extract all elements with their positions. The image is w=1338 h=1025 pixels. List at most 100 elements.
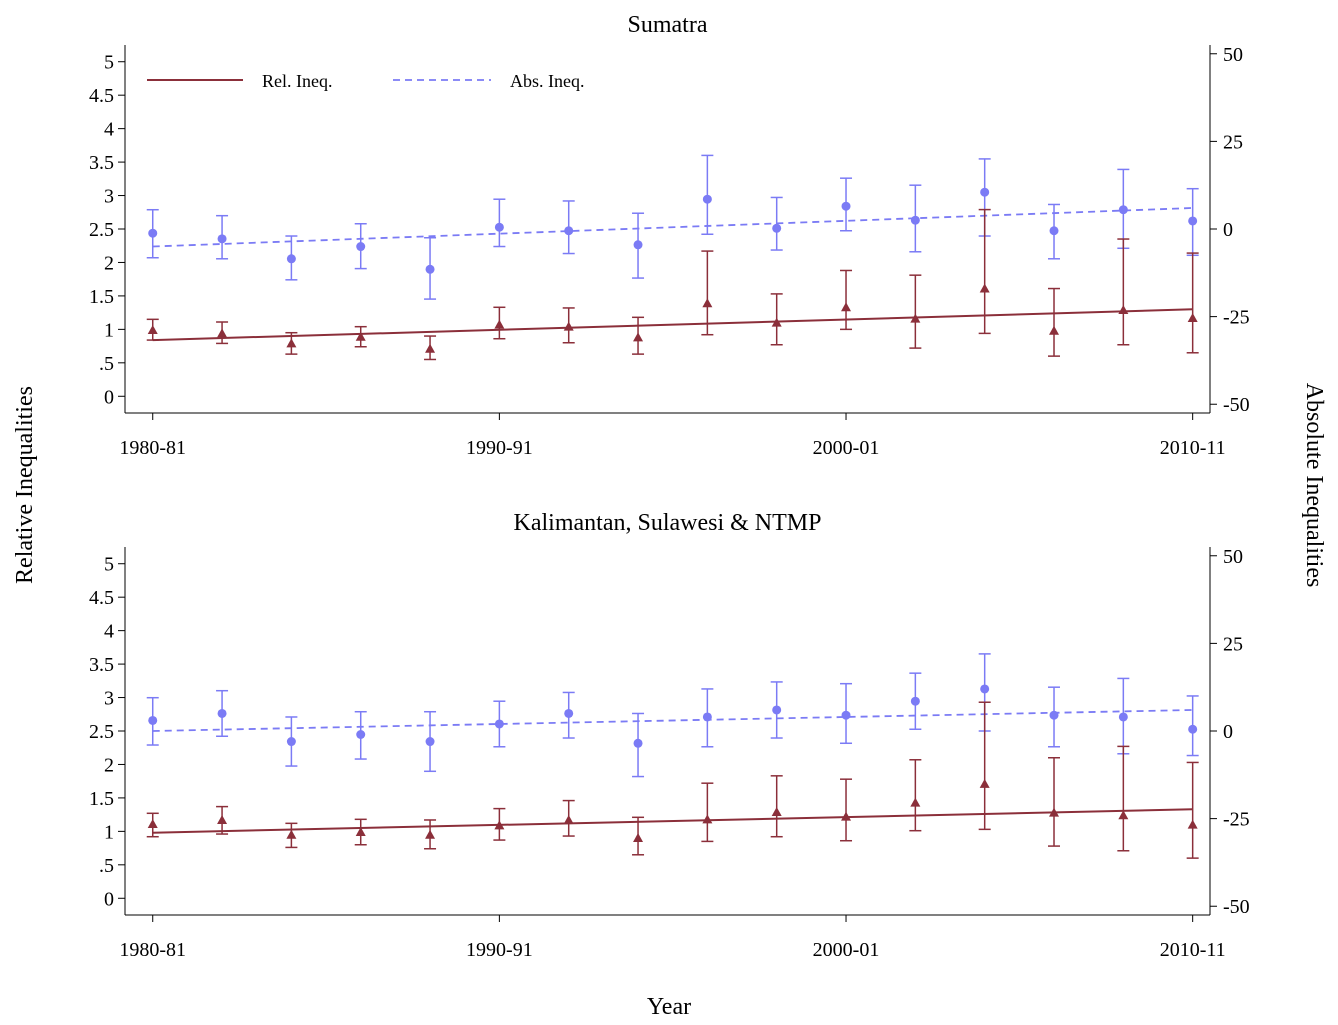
- y-right-tick-label: -25: [1223, 809, 1250, 831]
- y-left-tick-label: 1.5: [89, 788, 114, 810]
- abs-point: [842, 711, 851, 720]
- abs-point: [634, 739, 643, 748]
- abs-point: [148, 229, 157, 238]
- abs-point: [218, 709, 227, 718]
- rel-point: [494, 320, 504, 329]
- y-left-tick-label: 4.5: [89, 587, 114, 609]
- y-right-tick-label: 25: [1223, 131, 1243, 153]
- rel-point: [286, 338, 296, 347]
- rel-point: [148, 325, 158, 334]
- y-left-tick-label: .5: [99, 855, 114, 877]
- y-right-tick-label: -50: [1223, 896, 1250, 918]
- abs-point: [495, 223, 504, 232]
- x-tick-label: 1980-81: [119, 939, 186, 961]
- y-left-tick-label: 2.5: [89, 721, 114, 743]
- abs-point: [1050, 226, 1059, 235]
- y-left-tick-label: 0: [104, 888, 114, 910]
- abs-point: [426, 265, 435, 274]
- y-right-tick-label: 0: [1223, 721, 1233, 743]
- abs-point: [911, 216, 920, 225]
- abs-point: [148, 716, 157, 725]
- x-tick-label: 1980-81: [119, 437, 186, 459]
- abs-point: [703, 195, 712, 204]
- panel-1: Sumatra 0 .5 1 1.5 2 2.5 3 3.5 4 4.5 5 -50 -25 0 25 50 19…: [89, 12, 1250, 459]
- abs-point: [772, 224, 781, 233]
- x-axis-title: Year: [647, 994, 691, 1020]
- y-right-tick-label: 25: [1223, 633, 1243, 655]
- rel-point: [217, 815, 227, 824]
- x-tick-label: 1990-91: [466, 939, 533, 961]
- rel-point: [910, 798, 920, 807]
- legend-abs-label: Abs. Ineq.: [510, 71, 585, 91]
- abs-point: [426, 737, 435, 746]
- y-left-tick-label: 4: [104, 621, 114, 643]
- y-right-tick-label: 50: [1223, 44, 1243, 66]
- abs-point: [218, 234, 227, 243]
- abs-point: [842, 202, 851, 211]
- rel-point: [980, 779, 990, 788]
- y-axis-title-right: Absolute Inequalities: [1301, 383, 1327, 588]
- rel-point: [425, 344, 435, 353]
- abs-point: [980, 188, 989, 197]
- abs-point: [356, 730, 365, 739]
- abs-point: [287, 737, 296, 746]
- abs-point: [980, 684, 989, 693]
- rel-point: [217, 328, 227, 337]
- abs-point: [1119, 712, 1128, 721]
- x-tick-label: 1990-91: [466, 437, 533, 459]
- rel-point: [1049, 326, 1059, 335]
- y-left-tick-label: 1.5: [89, 286, 114, 308]
- abs-point: [1188, 725, 1197, 734]
- rel-point: [148, 819, 158, 828]
- panel-title: Sumatra: [628, 12, 708, 38]
- rel-point: [633, 332, 643, 341]
- y-left-tick-label: 2: [104, 252, 114, 274]
- rel-point: [980, 284, 990, 293]
- y-left-tick-label: .5: [99, 353, 114, 375]
- abs-point: [772, 705, 781, 714]
- y-left-tick-label: 3: [104, 186, 114, 208]
- abs-point: [634, 240, 643, 249]
- abs-point: [1188, 216, 1197, 225]
- abs-point: [287, 254, 296, 263]
- rel-point: [702, 298, 712, 307]
- y-right-tick-label: -50: [1223, 394, 1250, 416]
- rel-point: [702, 814, 712, 823]
- x-tick-label: 2000-01: [813, 437, 880, 459]
- y-right-tick-label: 0: [1223, 219, 1233, 241]
- y-right-tick-label: 50: [1223, 546, 1243, 568]
- y-left-tick-label: 3.5: [89, 152, 114, 174]
- y-left-tick-label: 1: [104, 319, 114, 341]
- abs-trend-line: [153, 710, 1193, 731]
- y-right-tick-label: -25: [1223, 307, 1250, 329]
- rel-point: [564, 322, 574, 331]
- panel-2: Kalimantan, Sulawesi & NTMP 0 .5 1 1.5 2 2.5 3 3…: [89, 510, 1250, 961]
- y-left-tick-label: 5: [104, 554, 114, 576]
- y-axis-title-left: Relative Inequalities: [12, 386, 38, 584]
- legend: Rel. Ineq. Abs. Ineq.: [147, 71, 585, 91]
- rel-point: [772, 807, 782, 816]
- rel-trend-line: [153, 309, 1193, 340]
- y-left-tick-label: 4.5: [89, 85, 114, 107]
- rel-point: [286, 830, 296, 839]
- rel-point: [1188, 313, 1198, 322]
- abs-point: [564, 709, 573, 718]
- abs-trend-line: [153, 208, 1193, 247]
- y-left-tick-label: 2.5: [89, 219, 114, 241]
- y-left-tick-label: 5: [104, 52, 114, 74]
- rel-point: [841, 302, 851, 311]
- y-left-tick-label: 1: [104, 821, 114, 843]
- y-left-tick-label: 2: [104, 754, 114, 776]
- rel-trend-line: [153, 809, 1193, 832]
- rel-point: [425, 830, 435, 839]
- abs-point: [356, 242, 365, 251]
- y-left-tick-label: 3.5: [89, 654, 114, 676]
- y-left-tick-label: 0: [104, 386, 114, 408]
- x-tick-label: 2010-11: [1160, 437, 1226, 459]
- rel-point: [1118, 305, 1128, 314]
- abs-point: [911, 697, 920, 706]
- panel-title: Kalimantan, Sulawesi & NTMP: [514, 510, 822, 536]
- y-left-tick-label: 4: [104, 119, 114, 141]
